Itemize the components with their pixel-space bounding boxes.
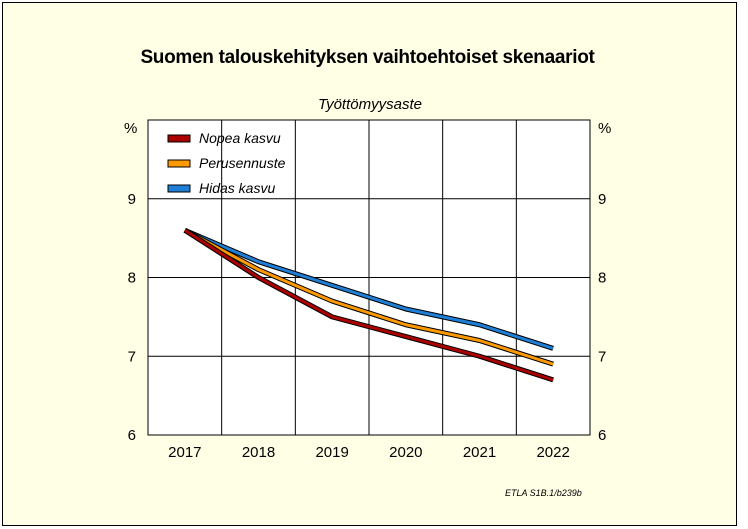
series-line [184,228,554,350]
legend-swatch [167,159,191,168]
y-tick-label-right: 6 [598,427,606,444]
y-tick-label-left: 6 [128,427,136,444]
legend-label: Perusennuste [199,155,286,171]
x-tick-label: 2021 [463,444,496,461]
source-footnote: ETLA S1B.1/b239b [505,488,582,498]
legend-swatch [167,134,191,143]
plot-border [147,119,591,436]
series-line [184,228,554,366]
x-tick-label: 2018 [242,444,275,461]
y-axis-unit-right: % [598,120,612,137]
y-tick-label-left: 8 [128,270,136,287]
x-tick-label: 2020 [389,444,422,461]
series-line [184,228,554,382]
chart-subtitle: Työttömyysaste [318,96,422,113]
y-tick-label-left: 7 [128,348,136,365]
x-tick-label: 2017 [168,444,201,461]
legend-swatch [167,184,191,193]
page-title: Suomen talouskehityksen vaihtoehtoiset s… [140,47,595,68]
y-tick-label-right: 7 [598,348,606,365]
y-tick-label-left: 9 [128,191,136,208]
y-tick-label-right: 8 [598,270,606,287]
x-tick-label: 2022 [536,444,569,461]
y-tick-label-right: 9 [598,191,606,208]
x-tick-label: 2019 [315,444,348,461]
legend-label: Hidas kasvu [199,180,275,196]
legend-label: Nopea kasvu [199,130,281,146]
y-axis-unit-left: % [124,120,138,137]
